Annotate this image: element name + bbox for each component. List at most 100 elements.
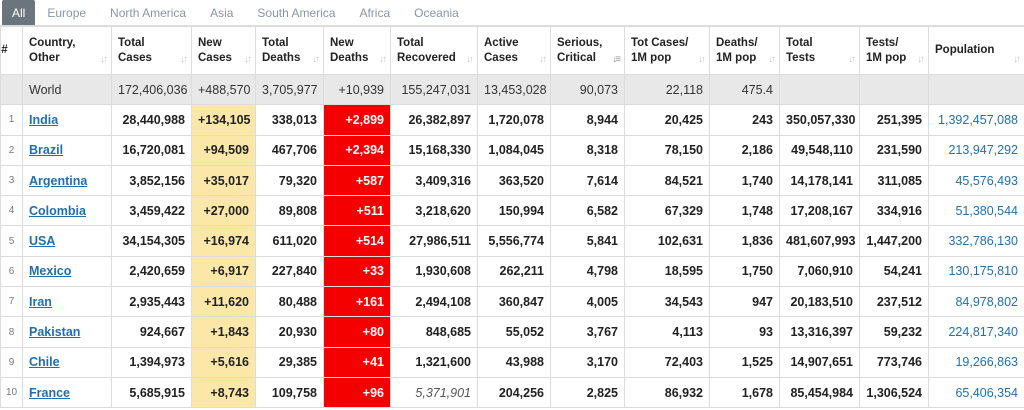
country-link[interactable]: USA xyxy=(29,234,56,249)
cell-deaths-per-1m: 1,525 xyxy=(709,346,780,378)
cell-cases-per-1m: 102,631 xyxy=(624,225,710,257)
country-link[interactable]: Iran xyxy=(29,294,52,309)
cell-total-cases: 3,852,156 xyxy=(111,164,192,197)
covid-table: # Country, Other ↓↑ Total Cases ↓↑ New Cases ↓… xyxy=(0,26,1024,409)
column-header[interactable]: # xyxy=(0,26,23,75)
cell-new-cases: +5,616 xyxy=(191,346,256,378)
column-header[interactable]: Tests/ 1M pop ↓↑ xyxy=(859,26,929,75)
cell-tests-per-1m: 1,447,200 xyxy=(859,225,929,257)
cell-active-cases: 1,720,078 xyxy=(477,104,551,136)
column-header[interactable]: Population ↓↑ xyxy=(928,26,1024,75)
tab-europe[interactable]: Europe xyxy=(47,5,87,20)
cell-new-cases: +94,509 xyxy=(191,134,256,166)
cell-population xyxy=(928,73,1024,106)
cell-total-tests: 14,907,651 xyxy=(779,346,860,378)
tab-south-america[interactable]: South America xyxy=(257,5,336,20)
cell-tests-per-1m: 773,746 xyxy=(859,346,929,378)
population-link[interactable]: 224,817,340 xyxy=(948,325,1018,340)
tab-oceania[interactable]: Oceania xyxy=(414,5,459,20)
column-header[interactable]: New Cases ↓↑ xyxy=(191,26,256,75)
sort-icon[interactable]: ↓↑ xyxy=(848,54,856,65)
population-link[interactable]: 65,406,354 xyxy=(955,385,1018,400)
cell-serious: 2,825 xyxy=(550,376,625,409)
cell-num: 5 xyxy=(0,225,23,257)
population-link[interactable]: 45,576,493 xyxy=(955,173,1018,188)
cell-country: USA xyxy=(22,225,112,257)
cell-cases-per-1m: 72,403 xyxy=(624,346,710,378)
population-link[interactable]: 213,947,292 xyxy=(948,143,1018,158)
column-header-label: Serious, Critical xyxy=(557,36,603,64)
column-header[interactable]: Total Deaths ↓↑ xyxy=(255,26,324,75)
cell-active-cases: 204,256 xyxy=(477,376,551,409)
sort-icon[interactable]: ↓≡ xyxy=(612,54,621,65)
population-link[interactable]: 51,380,544 xyxy=(955,203,1018,218)
cell-serious: 8,318 xyxy=(550,134,625,166)
cell-deaths-per-1m: 2,186 xyxy=(709,134,780,166)
cell-total-tests: 7,060,910 xyxy=(779,255,860,288)
cell-active-cases: 360,847 xyxy=(477,286,551,318)
sort-icon[interactable]: ↓↑ xyxy=(698,54,706,65)
cell-tests-per-1m xyxy=(859,73,929,106)
country-link[interactable]: India xyxy=(29,112,59,127)
cell-tests-per-1m: 1,306,524 xyxy=(859,376,929,409)
cell-population: 19,266,863 xyxy=(928,346,1024,378)
cell-total-cases: 28,440,988 xyxy=(111,104,192,136)
cell-population: 213,947,292 xyxy=(928,134,1024,166)
cell-population: 1,392,457,088 xyxy=(928,104,1024,136)
column-header[interactable]: New Deaths ↓↑ xyxy=(323,26,391,75)
header-row: # Country, Other ↓↑ Total Cases ↓↑ New Cases ↓… xyxy=(0,26,1024,75)
cell-population: 45,576,493 xyxy=(928,164,1024,197)
population-link[interactable]: 1,392,457,088 xyxy=(938,112,1018,127)
sort-icon[interactable]: ↓↑ xyxy=(539,54,547,65)
column-header[interactable]: Deaths/ 1M pop ↓↑ xyxy=(709,26,780,75)
sort-icon[interactable]: ↓↑ xyxy=(312,54,320,65)
country-link[interactable]: France xyxy=(29,385,70,400)
country-link[interactable]: Mexico xyxy=(29,264,72,279)
column-header[interactable]: Active Cases ↓↑ xyxy=(477,26,551,75)
country-link[interactable]: Pakistan xyxy=(29,325,81,340)
country-link[interactable]: Chile xyxy=(29,355,60,370)
column-header[interactable]: Total Cases ↓↑ xyxy=(111,26,192,75)
population-link[interactable]: 130,175,810 xyxy=(948,264,1018,279)
sort-icon[interactable]: ↓↑ xyxy=(768,54,776,65)
tab-asia[interactable]: Asia xyxy=(210,5,234,20)
sort-icon[interactable]: ↓↑ xyxy=(244,54,252,65)
cell-serious: 7,614 xyxy=(550,164,625,197)
column-header[interactable]: Country, Other ↓↑ xyxy=(22,26,112,75)
cell-new-deaths: +514 xyxy=(323,225,391,257)
tab-africa[interactable]: Africa xyxy=(359,5,391,20)
cell-total-tests: 14,178,141 xyxy=(779,164,860,197)
population-link[interactable]: 332,786,130 xyxy=(948,234,1018,249)
column-header[interactable]: Serious, Critical ↓≡ xyxy=(550,26,625,75)
cell-tests-per-1m: 334,916 xyxy=(859,195,929,227)
tab-north-america[interactable]: North America xyxy=(110,5,187,20)
cell-population: 65,406,354 xyxy=(928,376,1024,409)
column-header[interactable]: Total Recovered ↓↑ xyxy=(390,26,478,75)
cell-new-deaths: +96 xyxy=(323,376,391,409)
cell-num: 7 xyxy=(0,286,23,318)
cell-total-recovered: 5,371,901 xyxy=(390,376,478,409)
population-link[interactable]: 19,266,863 xyxy=(955,355,1018,370)
population-link[interactable]: 84,978,802 xyxy=(955,294,1018,309)
column-header-label: Country, Other xyxy=(29,36,76,64)
sort-icon[interactable]: ↓↑ xyxy=(180,54,188,65)
country-link[interactable]: Colombia xyxy=(29,203,86,218)
sort-icon[interactable]: ↓↑ xyxy=(1013,54,1021,65)
country-link[interactable]: Brazil xyxy=(29,143,64,158)
cell-total-tests: 49,548,110 xyxy=(779,134,860,166)
sort-icon[interactable]: ↓↑ xyxy=(466,54,474,65)
cell-country: Mexico xyxy=(22,255,112,288)
sort-icon[interactable]: ↓↑ xyxy=(379,54,387,65)
country-link[interactable]: Argentina xyxy=(29,173,88,188)
cell-deaths-per-1m: 1,740 xyxy=(709,164,780,197)
column-header-label: Active Cases xyxy=(484,36,519,64)
sort-icon[interactable]: ↓↑ xyxy=(100,54,108,65)
cell-num xyxy=(0,73,23,106)
tab-all[interactable]: All xyxy=(2,0,36,25)
sort-icon[interactable]: ↓↑ xyxy=(917,54,925,65)
column-header[interactable]: Tot Cases/ 1M pop ↓↑ xyxy=(624,26,710,75)
column-header[interactable]: Total Tests ↓↑ xyxy=(779,26,860,75)
cell-total-deaths: 89,808 xyxy=(255,195,324,227)
cell-total-tests xyxy=(779,73,860,106)
cell-total-cases: 172,406,036 xyxy=(111,73,192,106)
